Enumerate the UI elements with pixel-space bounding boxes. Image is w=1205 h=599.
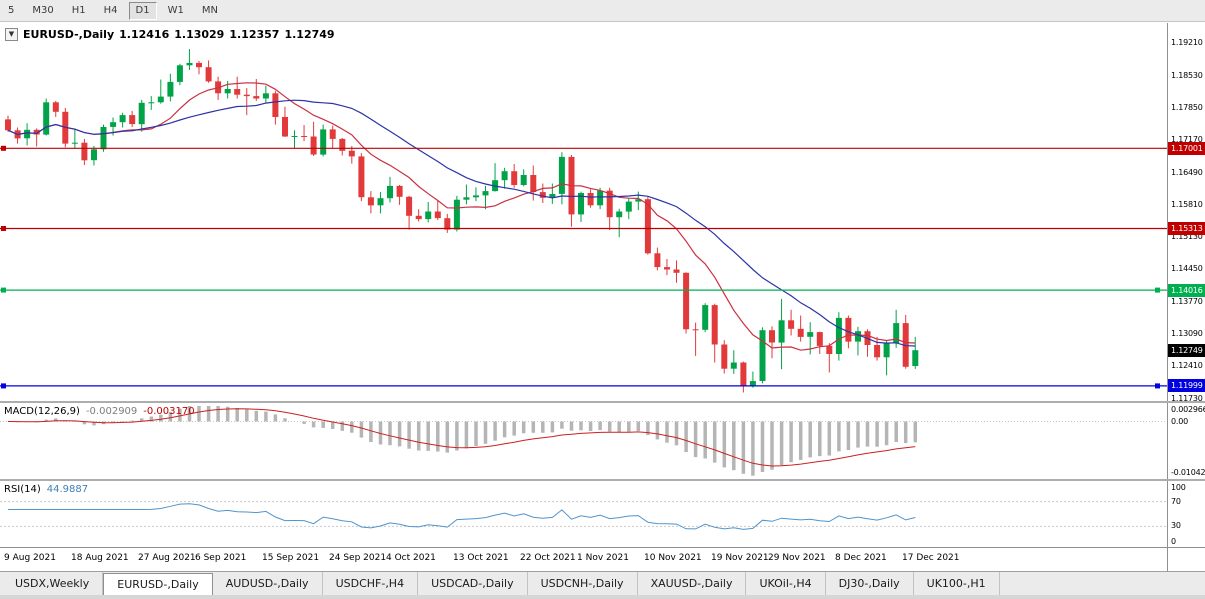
timeframe-button-w1[interactable]: W1 xyxy=(167,4,184,16)
date-label: 8 Dec 2021 xyxy=(835,553,887,563)
timeframe-button-d1[interactable]: D1 xyxy=(128,1,157,20)
line-handle[interactable] xyxy=(1,226,6,231)
price-chart-canvas[interactable] xyxy=(0,23,1167,401)
axis-tick: -0.010423 xyxy=(1171,468,1205,477)
axis-tick: 1.14450 xyxy=(1171,264,1203,274)
timeframe-toolbar: 5 M30 H1 H4 D1 W1 MN xyxy=(0,0,1205,22)
timeframe-button-m30[interactable]: M30 xyxy=(32,4,54,16)
timeframe-button-h4[interactable]: H4 xyxy=(103,4,118,16)
axis-tick: 1.15810 xyxy=(1171,199,1203,209)
rsi-line xyxy=(8,503,916,530)
rsi-pane-canvas[interactable] xyxy=(0,481,1167,547)
axis-tick: 0 xyxy=(1171,537,1176,546)
window-bottom-strip xyxy=(0,595,1205,599)
date-label: 1 Nov 2021 xyxy=(577,553,629,563)
line-handle[interactable] xyxy=(1,145,6,151)
symbol-tab-eurusd-daily[interactable]: EURUSD-,Daily xyxy=(103,573,213,595)
date-label: 17 Dec 2021 xyxy=(902,553,960,563)
date-label: 29 Nov 2021 xyxy=(768,553,826,563)
date-label: 24 Sep 2021 xyxy=(329,553,387,563)
axis-tick: 1.16490 xyxy=(1171,167,1203,177)
price-level-tag: 1.15313 xyxy=(1168,221,1205,235)
pane-splitter[interactable] xyxy=(0,479,1205,481)
ohlc-readout: ▼ EURUSD-,Daily 1.12416 1.13029 1.12357 … xyxy=(5,28,335,41)
ohlc-low: 1.12357 xyxy=(229,28,280,41)
date-label: 15 Sep 2021 xyxy=(262,553,320,563)
macd-pane-canvas[interactable] xyxy=(0,403,1167,479)
axis-tick: 0.00 xyxy=(1171,416,1189,426)
macd-histogram xyxy=(15,406,918,476)
date-label: 9 Aug 2021 xyxy=(4,553,56,563)
ohlc-high: 1.13029 xyxy=(174,28,225,41)
chart-window[interactable]: 9 Aug 2021 18 Aug 2021 27 Aug 2021 6 Sep 20… xyxy=(0,23,1205,571)
axis-tick: 1.13090 xyxy=(1171,329,1203,339)
symbol-tab-uk100-h1[interactable]: UK100-,H1 xyxy=(914,572,1000,595)
axis-tick: 1.18530 xyxy=(1171,70,1203,80)
date-label: 18 Aug 2021 xyxy=(71,553,129,563)
symbol-tab-usdcad-daily[interactable]: USDCAD-,Daily xyxy=(418,572,528,595)
timeframe-button-5[interactable]: 5 xyxy=(8,4,15,16)
symbol-tab-dj30-daily[interactable]: DJ30-,Daily xyxy=(826,572,914,595)
axis-tick: 0.002966 xyxy=(1171,405,1205,414)
macd-indicator-label: MACD(12,26,9) -0.002909 -0.003170 xyxy=(4,406,195,417)
date-axis: 9 Aug 2021 18 Aug 2021 27 Aug 2021 6 Sep 20… xyxy=(0,548,1167,571)
axis-tick: 1.15130 xyxy=(1171,232,1203,242)
macd-signal-value: -0.003170 xyxy=(143,406,195,417)
date-axis-separator xyxy=(0,547,1205,548)
rsi-name: RSI(14) xyxy=(4,484,41,495)
axis-tick: 30 xyxy=(1171,521,1181,531)
date-label: 13 Oct 2021 xyxy=(453,553,509,563)
line-handle[interactable] xyxy=(1155,287,1160,293)
symbol-tab-ukoil-h4[interactable]: UKOil-,H4 xyxy=(746,572,826,595)
triangle-down-icon: ▼ xyxy=(8,30,15,38)
ma-21-line xyxy=(7,99,916,347)
axis-tick: 100 xyxy=(1171,483,1186,492)
axis-tick: 1.12410 xyxy=(1171,361,1203,371)
candlestick-series xyxy=(5,49,919,393)
ma-10-line xyxy=(7,82,916,351)
macd-name: MACD(12,26,9) xyxy=(4,406,80,417)
macd-main-value: -0.002909 xyxy=(85,406,138,417)
line-handle[interactable] xyxy=(1155,383,1160,389)
symbol-tab-audusd-daily[interactable]: AUDUSD-,Daily xyxy=(213,572,323,595)
symbol-tab-usdx-weekly[interactable]: USDX,Weekly xyxy=(2,572,104,595)
chart-collapse-button[interactable]: ▼ xyxy=(5,28,18,41)
rsi-value: 44.9887 xyxy=(46,484,89,495)
current-price-tag: 1.12749 xyxy=(1168,343,1205,357)
price-axis[interactable]: 1.19210 1.18530 1.17850 1.17170 1.16490 1.158… xyxy=(1167,23,1205,571)
symbol-tab-xauusd-daily[interactable]: XAUUSD-,Daily xyxy=(638,572,747,595)
date-label: 27 Aug 2021 xyxy=(138,553,196,563)
ohlc-close: 1.12749 xyxy=(284,28,335,41)
date-label: 10 Nov 2021 xyxy=(644,553,702,563)
line-handle[interactable] xyxy=(1,383,6,389)
axis-tick: 1.17170 xyxy=(1171,135,1203,145)
timeframe-button-mn[interactable]: MN xyxy=(201,4,218,16)
price-level-tag: 1.17001 xyxy=(1168,141,1205,155)
axis-tick: 1.13770 xyxy=(1171,296,1203,306)
rsi-indicator-label: RSI(14) 44.9887 xyxy=(4,484,88,495)
chart-symbol-tabs: USDX,Weekly EURUSD-,Daily AUDUSD-,Daily USD… xyxy=(0,571,1205,595)
symbol-tab-usdcnh-daily[interactable]: USDCNH-,Daily xyxy=(528,572,638,595)
axis-tick: 1.19210 xyxy=(1171,38,1203,48)
line-handle[interactable] xyxy=(1,287,6,293)
date-label: 19 Nov 2021 xyxy=(711,553,769,563)
date-label: 4 Oct 2021 xyxy=(386,553,436,563)
date-label: 22 Oct 2021 xyxy=(520,553,576,563)
pane-splitter[interactable] xyxy=(0,401,1205,403)
axis-tick: 70 xyxy=(1171,496,1181,506)
chart-symbol-label: EURUSD-,Daily xyxy=(23,28,115,41)
price-level-tag: 1.11999 xyxy=(1168,379,1205,393)
macd-signal-line xyxy=(7,408,916,467)
price-level-tag: 1.14016 xyxy=(1168,283,1205,297)
axis-tick: 1.11730 xyxy=(1171,393,1203,403)
axis-tick: 1.17850 xyxy=(1171,103,1203,112)
ohlc-open: 1.12416 xyxy=(119,28,170,41)
symbol-tab-usdchf-h4[interactable]: USDCHF-,H4 xyxy=(323,572,419,595)
date-label: 6 Sep 2021 xyxy=(195,553,247,563)
timeframe-button-h1[interactable]: H1 xyxy=(71,4,86,16)
